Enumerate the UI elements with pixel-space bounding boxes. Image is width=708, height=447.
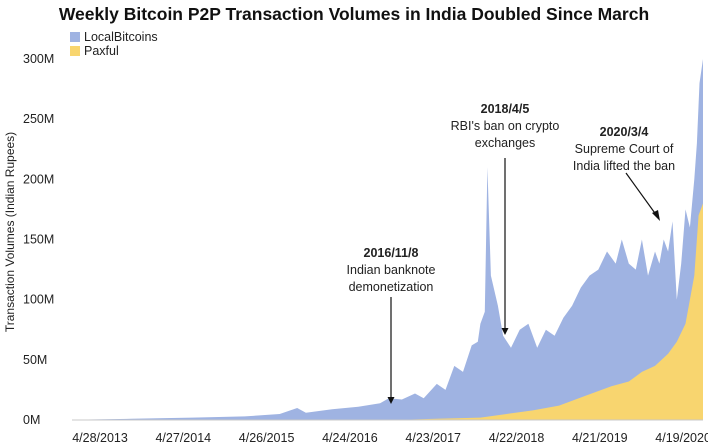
chart-title: Weekly Bitcoin P2P Transaction Volumes i… — [58, 4, 650, 24]
y-tick-label: 50M — [23, 353, 47, 367]
legend-label-paxful: Paxful — [84, 44, 119, 58]
y-tick-label: 200M — [23, 172, 54, 186]
y-tick-label: 100M — [23, 293, 54, 307]
annotation-date-rbi-ban: 2018/4/5 — [481, 102, 530, 116]
legend-label-localbitcoins: LocalBitcoins — [84, 30, 158, 44]
y-tick-label: 150M — [23, 233, 54, 247]
legend: LocalBitcoins Paxful — [70, 30, 158, 58]
legend-swatch-localbitcoins — [70, 32, 80, 42]
y-tick-label: 0M — [23, 413, 40, 427]
annotation-text-court: Supreme Court of — [575, 142, 674, 156]
x-tick-label: 4/23/2017 — [405, 431, 461, 445]
area-localbitcoins — [72, 59, 703, 420]
annotation-arrowhead-rbi-ban — [501, 328, 509, 335]
annotation-date-demonetization: 2016/11/8 — [364, 246, 419, 260]
legend-item-localbitcoins: LocalBitcoins — [70, 30, 158, 44]
annotation-arrow-court — [625, 172, 658, 217]
annotation-text-court: India lifted the ban — [573, 159, 675, 173]
y-tick-label: 300M — [23, 52, 54, 66]
annotation-text-demonetization: Indian banknote — [347, 263, 436, 277]
x-tick-label: 4/22/2018 — [489, 431, 545, 445]
annotation-arrowhead-demonetization — [387, 397, 395, 404]
annotation-text-rbi-ban: RBI's ban on crypto — [451, 119, 560, 133]
x-tick-label: 4/27/2014 — [155, 431, 211, 445]
annotation-arrowhead-court — [652, 210, 660, 221]
x-tick-label: 4/21/2019 — [572, 431, 628, 445]
x-tick-label: 4/28/2013 — [72, 431, 128, 445]
legend-item-paxful: Paxful — [70, 44, 158, 58]
x-tick-label: 4/24/2016 — [322, 431, 378, 445]
y-tick-label: 250M — [23, 112, 54, 126]
annotation-text-demonetization: demonetization — [349, 280, 434, 294]
x-tick-label: 4/19/2020 — [655, 431, 708, 445]
x-tick-label: 4/26/2015 — [239, 431, 295, 445]
annotation-text-rbi-ban: exchanges — [475, 136, 535, 150]
area-paxful — [72, 203, 703, 420]
annotation-date-court: 2020/3/4 — [600, 125, 649, 139]
legend-swatch-paxful — [70, 46, 80, 56]
